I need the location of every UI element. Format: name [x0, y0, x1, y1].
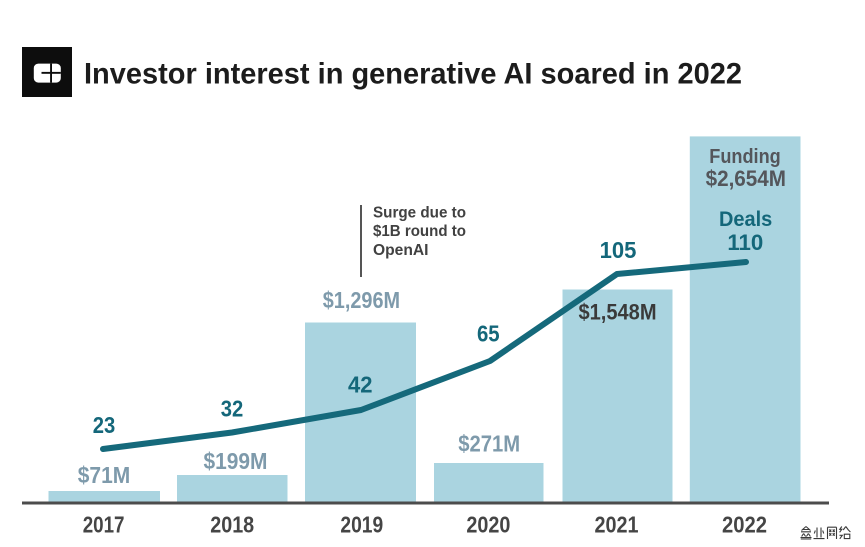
svg-text:2022: 2022 [722, 512, 767, 538]
svg-text:$271M: $271M [458, 430, 520, 456]
svg-text:Surge due to: Surge due to [373, 205, 466, 222]
svg-text:2017: 2017 [83, 512, 125, 538]
svg-text:105: 105 [600, 237, 637, 263]
svg-text:2021: 2021 [595, 512, 639, 538]
svg-text:$2,654M: $2,654M [706, 166, 786, 191]
svg-text:$1B round to: $1B round to [373, 223, 466, 240]
svg-text:Funding: Funding [709, 146, 781, 168]
svg-text:2019: 2019 [340, 512, 383, 538]
svg-text:Deals: Deals [719, 206, 772, 231]
svg-text:110: 110 [727, 230, 763, 255]
svg-text:65: 65 [477, 320, 500, 346]
svg-text:$199M: $199M [204, 448, 268, 474]
svg-text:$1,296M: $1,296M [323, 287, 400, 313]
svg-text:$71M: $71M [78, 462, 131, 488]
svg-text:23: 23 [93, 412, 116, 438]
svg-text:2018: 2018 [210, 512, 254, 538]
svg-text:Investor interest in generativ: Investor interest in generative AI soare… [84, 58, 742, 91]
svg-text:OpenAI: OpenAI [373, 242, 429, 259]
svg-text:$1,548M: $1,548M [578, 300, 656, 325]
svg-text:32: 32 [221, 396, 244, 422]
svg-text:2020: 2020 [466, 512, 510, 538]
svg-text:42: 42 [348, 372, 373, 398]
